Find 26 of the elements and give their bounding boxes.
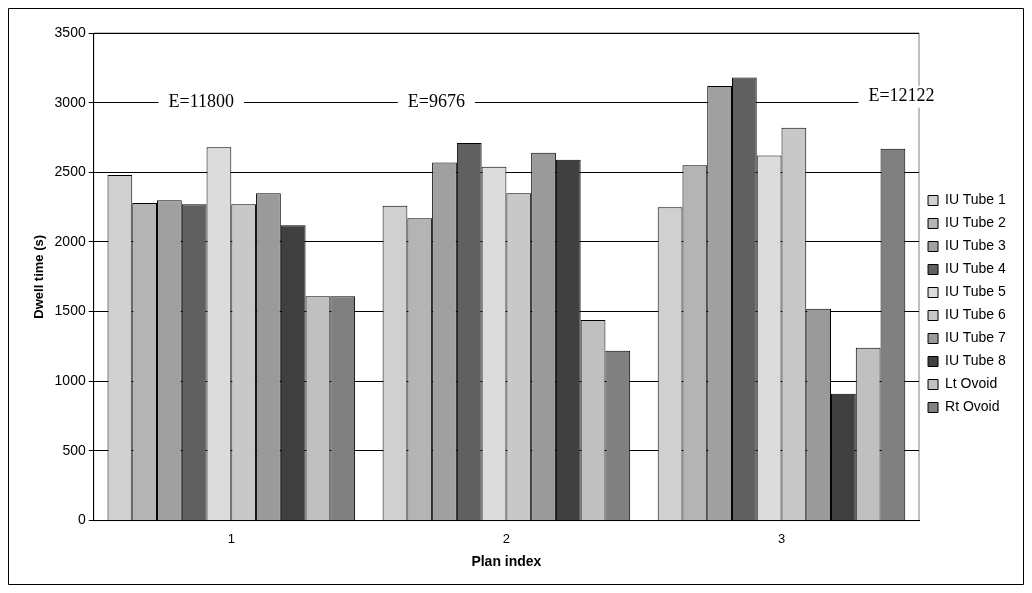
x-tick-label: 3 [777,530,786,546]
y-tick-label: 1500 [54,302,86,319]
legend-label: IU Tube 3 [945,237,1006,254]
x-tick-label: 1 [227,530,235,546]
legend-label: IU Tube 2 [945,214,1006,231]
x-tick-label: 2 [502,530,511,546]
y-axis-title: Dwell time (s) [31,234,47,319]
y-tick-label: 0 [77,511,86,528]
y-tick-label: 2000 [54,232,86,249]
annotation: E=9676 [407,91,465,112]
y-tick-label: 3500 [54,23,86,40]
annotation: E=12122 [868,85,935,106]
y-tick-label: 3000 [54,93,86,110]
annotation: E=11800 [168,91,235,112]
legend-label: IU Tube 1 [945,191,1006,208]
legend-label: IU Tube 8 [945,352,1006,369]
legend-label: IU Tube 7 [945,329,1006,346]
legend-label: Lt Ovoid [945,375,998,392]
y-tick-label: 2500 [54,163,86,180]
y-tick-label: 1000 [54,372,86,389]
legend-label: IU Tube 6 [945,306,1006,323]
x-axis-title: Plan index [471,553,542,570]
legend-label: IU Tube 4 [945,260,1006,277]
y-tick-label: 500 [62,441,86,458]
legend-label: IU Tube 5 [945,283,1006,300]
legend-label: Rt Ovoid [945,398,1000,415]
